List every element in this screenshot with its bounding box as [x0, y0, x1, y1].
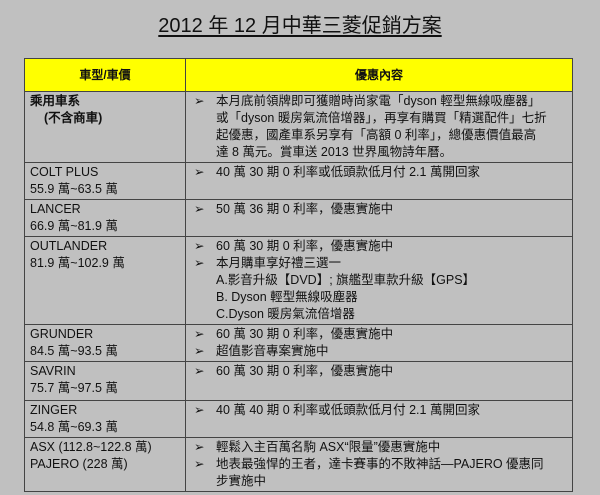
table-row: OUTLANDER 81.9 萬~102.9 萬 ➢ 60 萬 30 期 0 利率，優…	[24, 236, 573, 325]
offer-item: ➢ 40 萬 30 期 0 利率或低頭款低月付 2.1 萬開回家	[191, 164, 567, 181]
table-row: SAVRIN 75.7 萬~97.5 萬 ➢ 60 萬 30 期 0 利率，優惠實施中	[24, 361, 573, 401]
model-name: 乘用車系	[30, 94, 81, 108]
model-cell: ASX (112.8~122.8 萬) PAJERO (228 萬)	[24, 437, 186, 492]
model-name: OUTLANDER	[30, 239, 108, 253]
table-row: ASX (112.8~122.8 萬) PAJERO (228 萬) ➢ 輕鬆入主百萬…	[24, 437, 573, 492]
table-row: ZINGER 54.8 萬~69.3 萬 ➢ 40 萬 40 期 0 利率或低頭款低月…	[24, 400, 573, 438]
model-price: 55.9 萬~63.5 萬	[30, 182, 118, 196]
arrowhead-bullet-icon: ➢	[194, 165, 205, 179]
offer-cell: ➢ 60 萬 30 期 0 利率，優惠實施中 ➢ 超值影音專案實施中	[185, 324, 573, 362]
table-row: LANCER 66.9 萬~81.9 萬 ➢ 50 萬 36 期 0 利率，優惠實施中	[24, 199, 573, 237]
arrowhead-bullet-icon: ➢	[194, 256, 205, 270]
model-cell: SAVRIN 75.7 萬~97.5 萬	[24, 361, 186, 401]
arrowhead-bullet-icon: ➢	[194, 327, 205, 341]
arrowhead-bullet-icon: ➢	[194, 403, 205, 417]
offer-cell: ➢ 60 萬 30 期 0 利率，優惠實施中 ➢ 本月購車享好禮三選一 A.影音升級【D…	[185, 236, 573, 325]
model-name: ZINGER	[30, 403, 78, 417]
offer-item: ➢ 60 萬 30 期 0 利率，優惠實施中	[191, 238, 567, 255]
arrowhead-bullet-icon: ➢	[194, 94, 205, 108]
offer-sub-option: A.影音升級【DVD】; 旗艦型車款升級【GPS】	[216, 273, 476, 287]
model-name: LANCER	[30, 202, 81, 216]
arrowhead-bullet-icon: ➢	[194, 344, 205, 358]
page-title: 2012 年 12 月中華三菱促銷方案	[158, 15, 442, 37]
offer-item: ➢ 本月底前領牌即可獲贈時尚家電「dyson 輕型無線吸塵器」或「dyson 暖房…	[191, 93, 567, 161]
arrowhead-bullet-icon: ➢	[194, 364, 205, 378]
offer-item: ➢ 60 萬 30 期 0 利率，優惠實施中	[191, 326, 567, 343]
model-price: 54.8 萬~69.3 萬	[30, 420, 118, 434]
model-cell: LANCER 66.9 萬~81.9 萬	[24, 199, 186, 237]
model-cell: ZINGER 54.8 萬~69.3 萬	[24, 400, 186, 438]
model-name: GRUNDER	[30, 327, 94, 341]
offer-cell: ➢ 輕鬆入主百萬名駒 ASX“限量”優惠實施中 ➢ 地表最強悍的王者，達卡賽事的不敗神…	[185, 437, 573, 492]
offer-cell: ➢ 40 萬 40 期 0 利率或低頭款低月付 2.1 萬開回家	[185, 400, 573, 438]
model-price: (不含商車)	[44, 111, 103, 125]
header-model-price: 車型/車價	[24, 58, 186, 92]
arrowhead-bullet-icon: ➢	[194, 440, 205, 454]
promotion-table: 車型/車價 優惠內容 乘用車系 (不含商車) ➢ 本月底前領牌即可獲贈時尚家電「dys…	[24, 58, 573, 492]
offer-sub-option: C.Dyson 暖房氣流倍增器	[216, 307, 355, 321]
model-price: 84.5 萬~93.5 萬	[30, 344, 118, 358]
model-price: 66.9 萬~81.9 萬	[30, 219, 118, 233]
model-name: SAVRIN	[30, 364, 76, 378]
table-row: GRUNDER 84.5 萬~93.5 萬 ➢ 60 萬 30 期 0 利率，優惠實施…	[24, 324, 573, 362]
model-price: PAJERO (228 萬)	[30, 457, 128, 471]
offer-item: ➢ 地表最強悍的王者，達卡賽事的不敗神話—PAJERO 優惠同步實施中	[191, 456, 567, 490]
offer-item: ➢ 40 萬 40 期 0 利率或低頭款低月付 2.1 萬開回家	[191, 402, 567, 419]
offer-item: ➢ 50 萬 36 期 0 利率，優惠實施中	[191, 201, 567, 218]
offer-cell: ➢ 40 萬 30 期 0 利率或低頭款低月付 2.1 萬開回家	[185, 162, 573, 200]
model-name: ASX (112.8~122.8 萬)	[30, 440, 152, 454]
header-offer: 優惠內容	[185, 58, 573, 92]
model-cell: GRUNDER 84.5 萬~93.5 萬	[24, 324, 186, 362]
arrowhead-bullet-icon: ➢	[194, 239, 205, 253]
table-row: COLT PLUS 55.9 萬~63.5 萬 ➢ 40 萬 30 期 0 利率或低頭…	[24, 162, 573, 200]
arrowhead-bullet-icon: ➢	[194, 457, 205, 471]
model-cell: OUTLANDER 81.9 萬~102.9 萬	[24, 236, 186, 325]
offer-sub-option: B. Dyson 輕型無線吸塵器	[216, 290, 358, 304]
offer-item: ➢ 60 萬 30 期 0 利率，優惠實施中	[191, 363, 567, 380]
offer-item: ➢ 輕鬆入主百萬名駒 ASX“限量”優惠實施中	[191, 439, 567, 456]
offer-cell: ➢ 60 萬 30 期 0 利率，優惠實施中	[185, 361, 573, 401]
model-price: 75.7 萬~97.5 萬	[30, 381, 118, 395]
model-cell: 乘用車系 (不含商車)	[24, 91, 186, 163]
offer-cell: ➢ 本月底前領牌即可獲贈時尚家電「dyson 輕型無線吸塵器」或「dyson 暖房…	[185, 91, 573, 163]
model-name: COLT PLUS	[30, 165, 99, 179]
arrowhead-bullet-icon: ➢	[194, 202, 205, 216]
model-cell: COLT PLUS 55.9 萬~63.5 萬	[24, 162, 186, 200]
offer-item: ➢ 本月購車享好禮三選一	[191, 255, 567, 272]
offer-item: ➢ 超值影音專案實施中	[191, 343, 567, 360]
model-price: 81.9 萬~102.9 萬	[30, 256, 125, 270]
offer-cell: ➢ 50 萬 36 期 0 利率，優惠實施中	[185, 199, 573, 237]
table-row: 乘用車系 (不含商車) ➢ 本月底前領牌即可獲贈時尚家電「dyson 輕型無線吸塵器」…	[24, 91, 573, 163]
